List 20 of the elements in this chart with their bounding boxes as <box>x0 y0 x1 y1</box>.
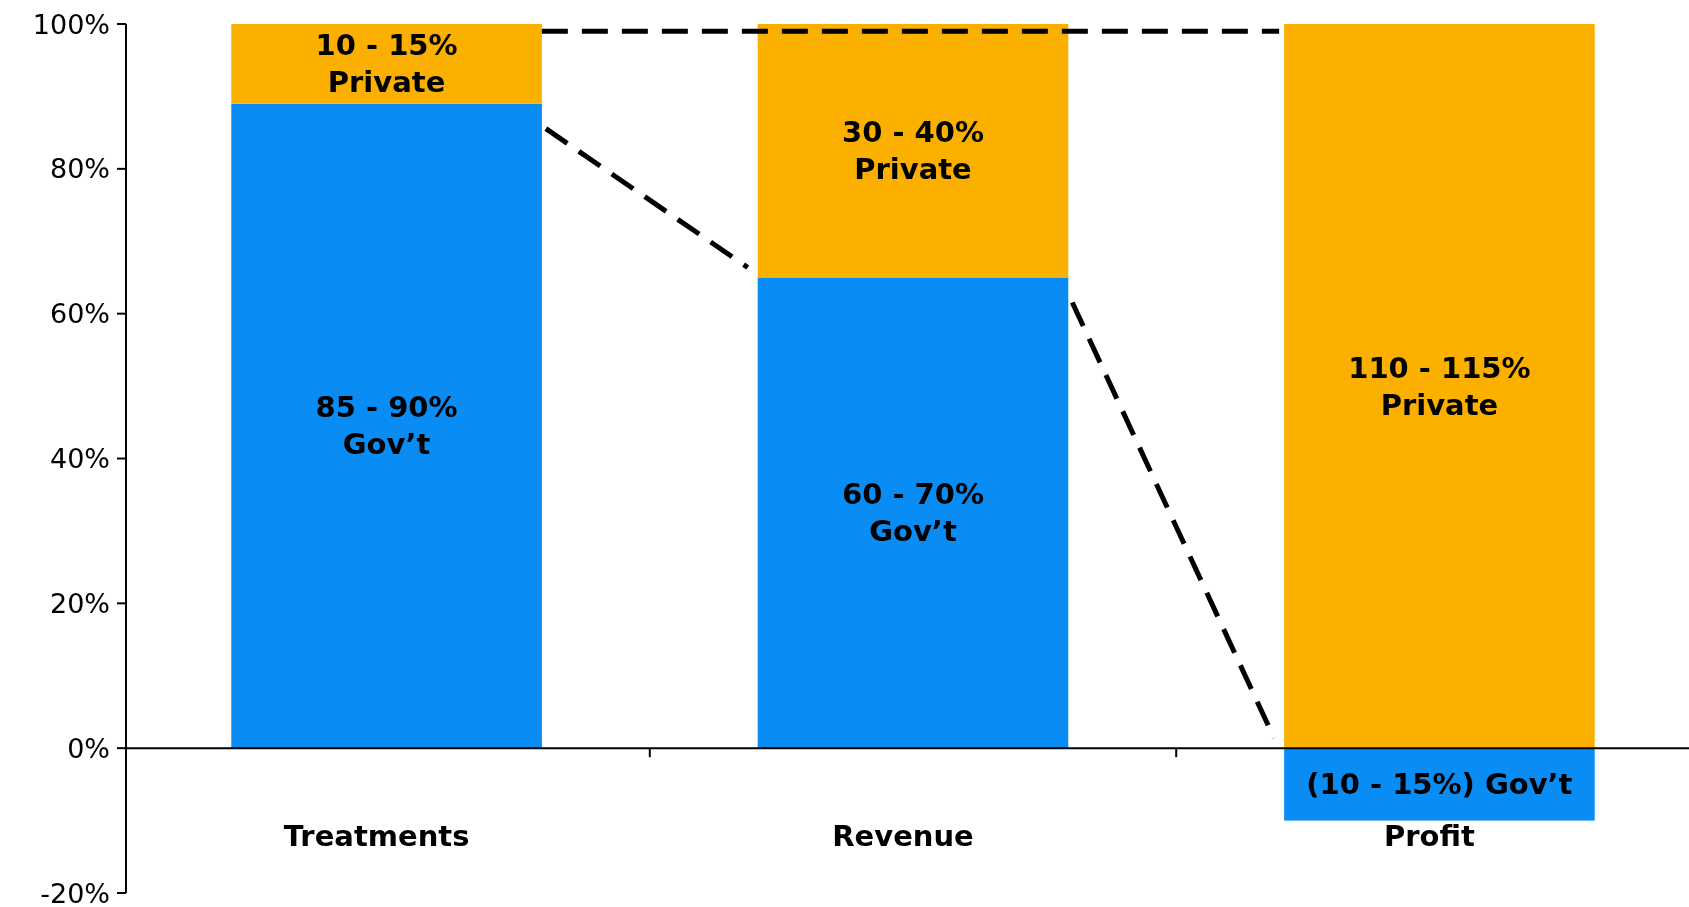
y-tick-label: -20% <box>40 877 110 907</box>
annotation: 30 - 40% Private <box>842 115 984 187</box>
bar <box>231 24 542 104</box>
x-tick-label: Revenue <box>832 819 974 854</box>
bar <box>1284 24 1595 749</box>
y-tick-label: 80% <box>49 153 110 185</box>
annotation: 10 - 15% Private <box>315 28 458 100</box>
annotation: 85 - 90% Gov’t <box>315 390 458 462</box>
y-tick-label: 20% <box>49 587 110 619</box>
bar <box>231 103 542 749</box>
y-tick-label: 60% <box>49 298 110 330</box>
annotation: (10 - 15%) Gov’t <box>1306 767 1573 802</box>
x-tick-label: Treatments <box>283 819 470 854</box>
y-tick-label: 0% <box>67 732 110 764</box>
annotation: 60 - 70% Gov’t <box>842 477 984 549</box>
y-tick-label: 40% <box>49 443 110 474</box>
y-tick-label: 100% <box>32 8 110 40</box>
bar <box>757 24 1069 278</box>
annotation: 110 - 115% Private <box>1348 350 1531 422</box>
x-tick-label: Profit <box>1384 819 1475 854</box>
